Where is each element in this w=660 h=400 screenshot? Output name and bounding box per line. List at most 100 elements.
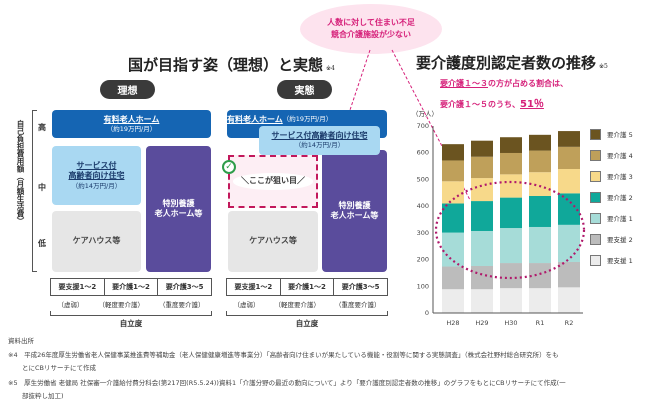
diagram-title: 国が目指す姿（理想）と実態 ※4 [128, 56, 335, 74]
bar-segment [529, 134, 551, 151]
bar-segment [442, 160, 464, 182]
note-4-cont: とにCBリサーチにて作成 [22, 364, 96, 372]
chart-legend: 要支援 1 要支援 2 要介護 1 要介護 2 要介護 3 要介護 4 要介護 5 [590, 128, 633, 266]
ideal-tokuyo-box: 特別養護 老人ホーム等 [146, 146, 211, 272]
bar-segment [529, 195, 551, 227]
legend-swatch [590, 191, 601, 203]
legend-label: 要支援 1 [607, 257, 633, 265]
y-tick-label: 100 [417, 282, 429, 290]
bar-segment [442, 144, 464, 161]
callout-line1: 人数に対して住まい不足 [327, 18, 415, 27]
y-tick-label: 200 [417, 256, 429, 264]
legend-swatch [590, 212, 601, 224]
legend-label: 要支援 2 [607, 236, 633, 244]
level-mid: 中 [38, 183, 46, 192]
chart-subtitle-1: 要介護１～３の方が占める割合は、 [440, 79, 568, 88]
bar-segment [471, 201, 493, 231]
legend-label: 要介護 5 [607, 131, 633, 139]
bar-segment [500, 197, 522, 229]
bar-segment [471, 289, 493, 313]
ideal-sakoju-box: サービス付 高齢者向け住宅 （約14万円/月） [52, 146, 141, 205]
chart-subtitle-2: 要介護１～５のうち、51％ [440, 99, 544, 110]
x-tick-label: R1 [536, 319, 545, 327]
y-tick-label: 300 [417, 229, 429, 237]
legend-item: 要支援 1 [590, 254, 633, 266]
y-tick-label: 0 [425, 309, 429, 317]
check-icon: ✓ [222, 160, 236, 174]
x-tick-label: R2 [565, 319, 574, 327]
legend-label: 要介護 1 [607, 215, 633, 223]
bar-segment [558, 287, 580, 313]
bar-segment [529, 150, 551, 173]
bar-segment [558, 261, 580, 288]
legend-label: 要介護 2 [607, 194, 633, 202]
y-tick-label: 400 [417, 202, 429, 210]
y-tick-label: 500 [417, 175, 429, 183]
ideal-label: 理想 [100, 80, 155, 99]
actual-care-level-table: 要支援1～2 要介護1～2 要介護3～5 （虚弱） （軽度要介護） （重度要介護） 自立… [226, 278, 388, 329]
actual-tokuyo-box: 特別養護 老人ホーム等 [322, 150, 387, 272]
bar-segment [529, 288, 551, 313]
legend-item: 要介護 4 [590, 149, 633, 161]
actual-sakoju-box: サービス付高齢者向け住宅 （約14万円/月） [259, 126, 380, 155]
bar-segment [471, 230, 493, 266]
legend-swatch [590, 254, 601, 266]
bar-segment [500, 228, 522, 264]
bar-segment [500, 174, 522, 198]
actual-carehouse-box: ケアハウス等 [228, 211, 318, 272]
callout-bubble: 人数に対して住まい不足 競合介護施設が少ない [300, 4, 442, 54]
bar-segment [471, 140, 493, 157]
bar-segment [500, 152, 522, 175]
bar-segment [442, 203, 464, 233]
cost-axis-bracket [32, 110, 37, 272]
ideal-carehouse-box: ケアハウス等 [52, 211, 141, 272]
highlight-ellipse [434, 180, 586, 280]
cost-axis-label: 自己負担費用額（月額生活費） [16, 120, 25, 225]
legend-swatch [590, 233, 601, 245]
bar-segment [558, 169, 580, 194]
stacked-bar-chart: 0 100 200 300 400 500 600 700 H28 H29 H30 R1 R2 [417, 122, 586, 327]
bar-segment [558, 224, 580, 262]
note-5-cont: 部抜粋し加工) [22, 392, 64, 400]
bar-segment [471, 178, 493, 202]
target-zone: ＼ここが狙い目／ [228, 155, 318, 208]
note-5: ※5 厚生労働省 老健局 社保審一介護給付費分科会(第217回(R5.5.24)… [8, 379, 566, 387]
bar-segment [500, 137, 522, 153]
ideal-yuryo-box: 有料老人ホーム （約19万円/月） [52, 110, 211, 138]
target-label: ＼ここが狙い目／ [233, 173, 313, 190]
legend-label: 要介護 3 [607, 173, 633, 181]
legend-swatch [590, 149, 601, 161]
x-tick-label: H29 [475, 319, 488, 327]
legend-item: 要介護 5 [590, 128, 633, 140]
legend-swatch [590, 128, 601, 140]
y-tick-label: 600 [417, 149, 429, 157]
bar-segment [558, 193, 580, 225]
bar-segment [442, 181, 464, 204]
bar-segment [442, 289, 464, 313]
x-tick-label: H28 [446, 319, 459, 327]
legend-label: 要介護 4 [607, 152, 633, 160]
bar-segment [442, 266, 464, 290]
bar-segment [558, 146, 580, 170]
bar-segment [500, 263, 522, 289]
x-tick-label: H30 [504, 319, 517, 327]
bar-segment [558, 131, 580, 147]
legend-item: 要介護 1 [590, 212, 633, 224]
sources-heading: 資料出所 [8, 337, 34, 345]
actual-label: 実態 [277, 80, 332, 99]
bar-segment [500, 288, 522, 313]
level-low: 低 [38, 239, 46, 248]
bar-segment [529, 172, 551, 196]
callout-line2: 競合介護施設が少ない [331, 30, 411, 39]
bar-segment [529, 263, 551, 289]
legend-item: 要介護 2 [590, 191, 633, 203]
note-4: ※4 平成26年度厚生労働省老人保健事業推進費等補助金（老人保健健康増進等事業分… [8, 351, 559, 359]
ideal-care-level-table: 要支援1～2 要介護1～2 要介護3～5 （虚弱） （軽度要介護） （重度要介護） 自立… [50, 278, 212, 329]
chart-title: 要介護度別認定者数の推移 ※5 [416, 54, 608, 72]
y-axis-unit: （万人） [412, 110, 438, 118]
y-tick-label: 700 [417, 122, 429, 130]
bar-segment [471, 265, 493, 290]
bar-segment [529, 226, 551, 264]
bar-segment [471, 156, 493, 179]
legend-item: 要支援 2 [590, 233, 633, 245]
